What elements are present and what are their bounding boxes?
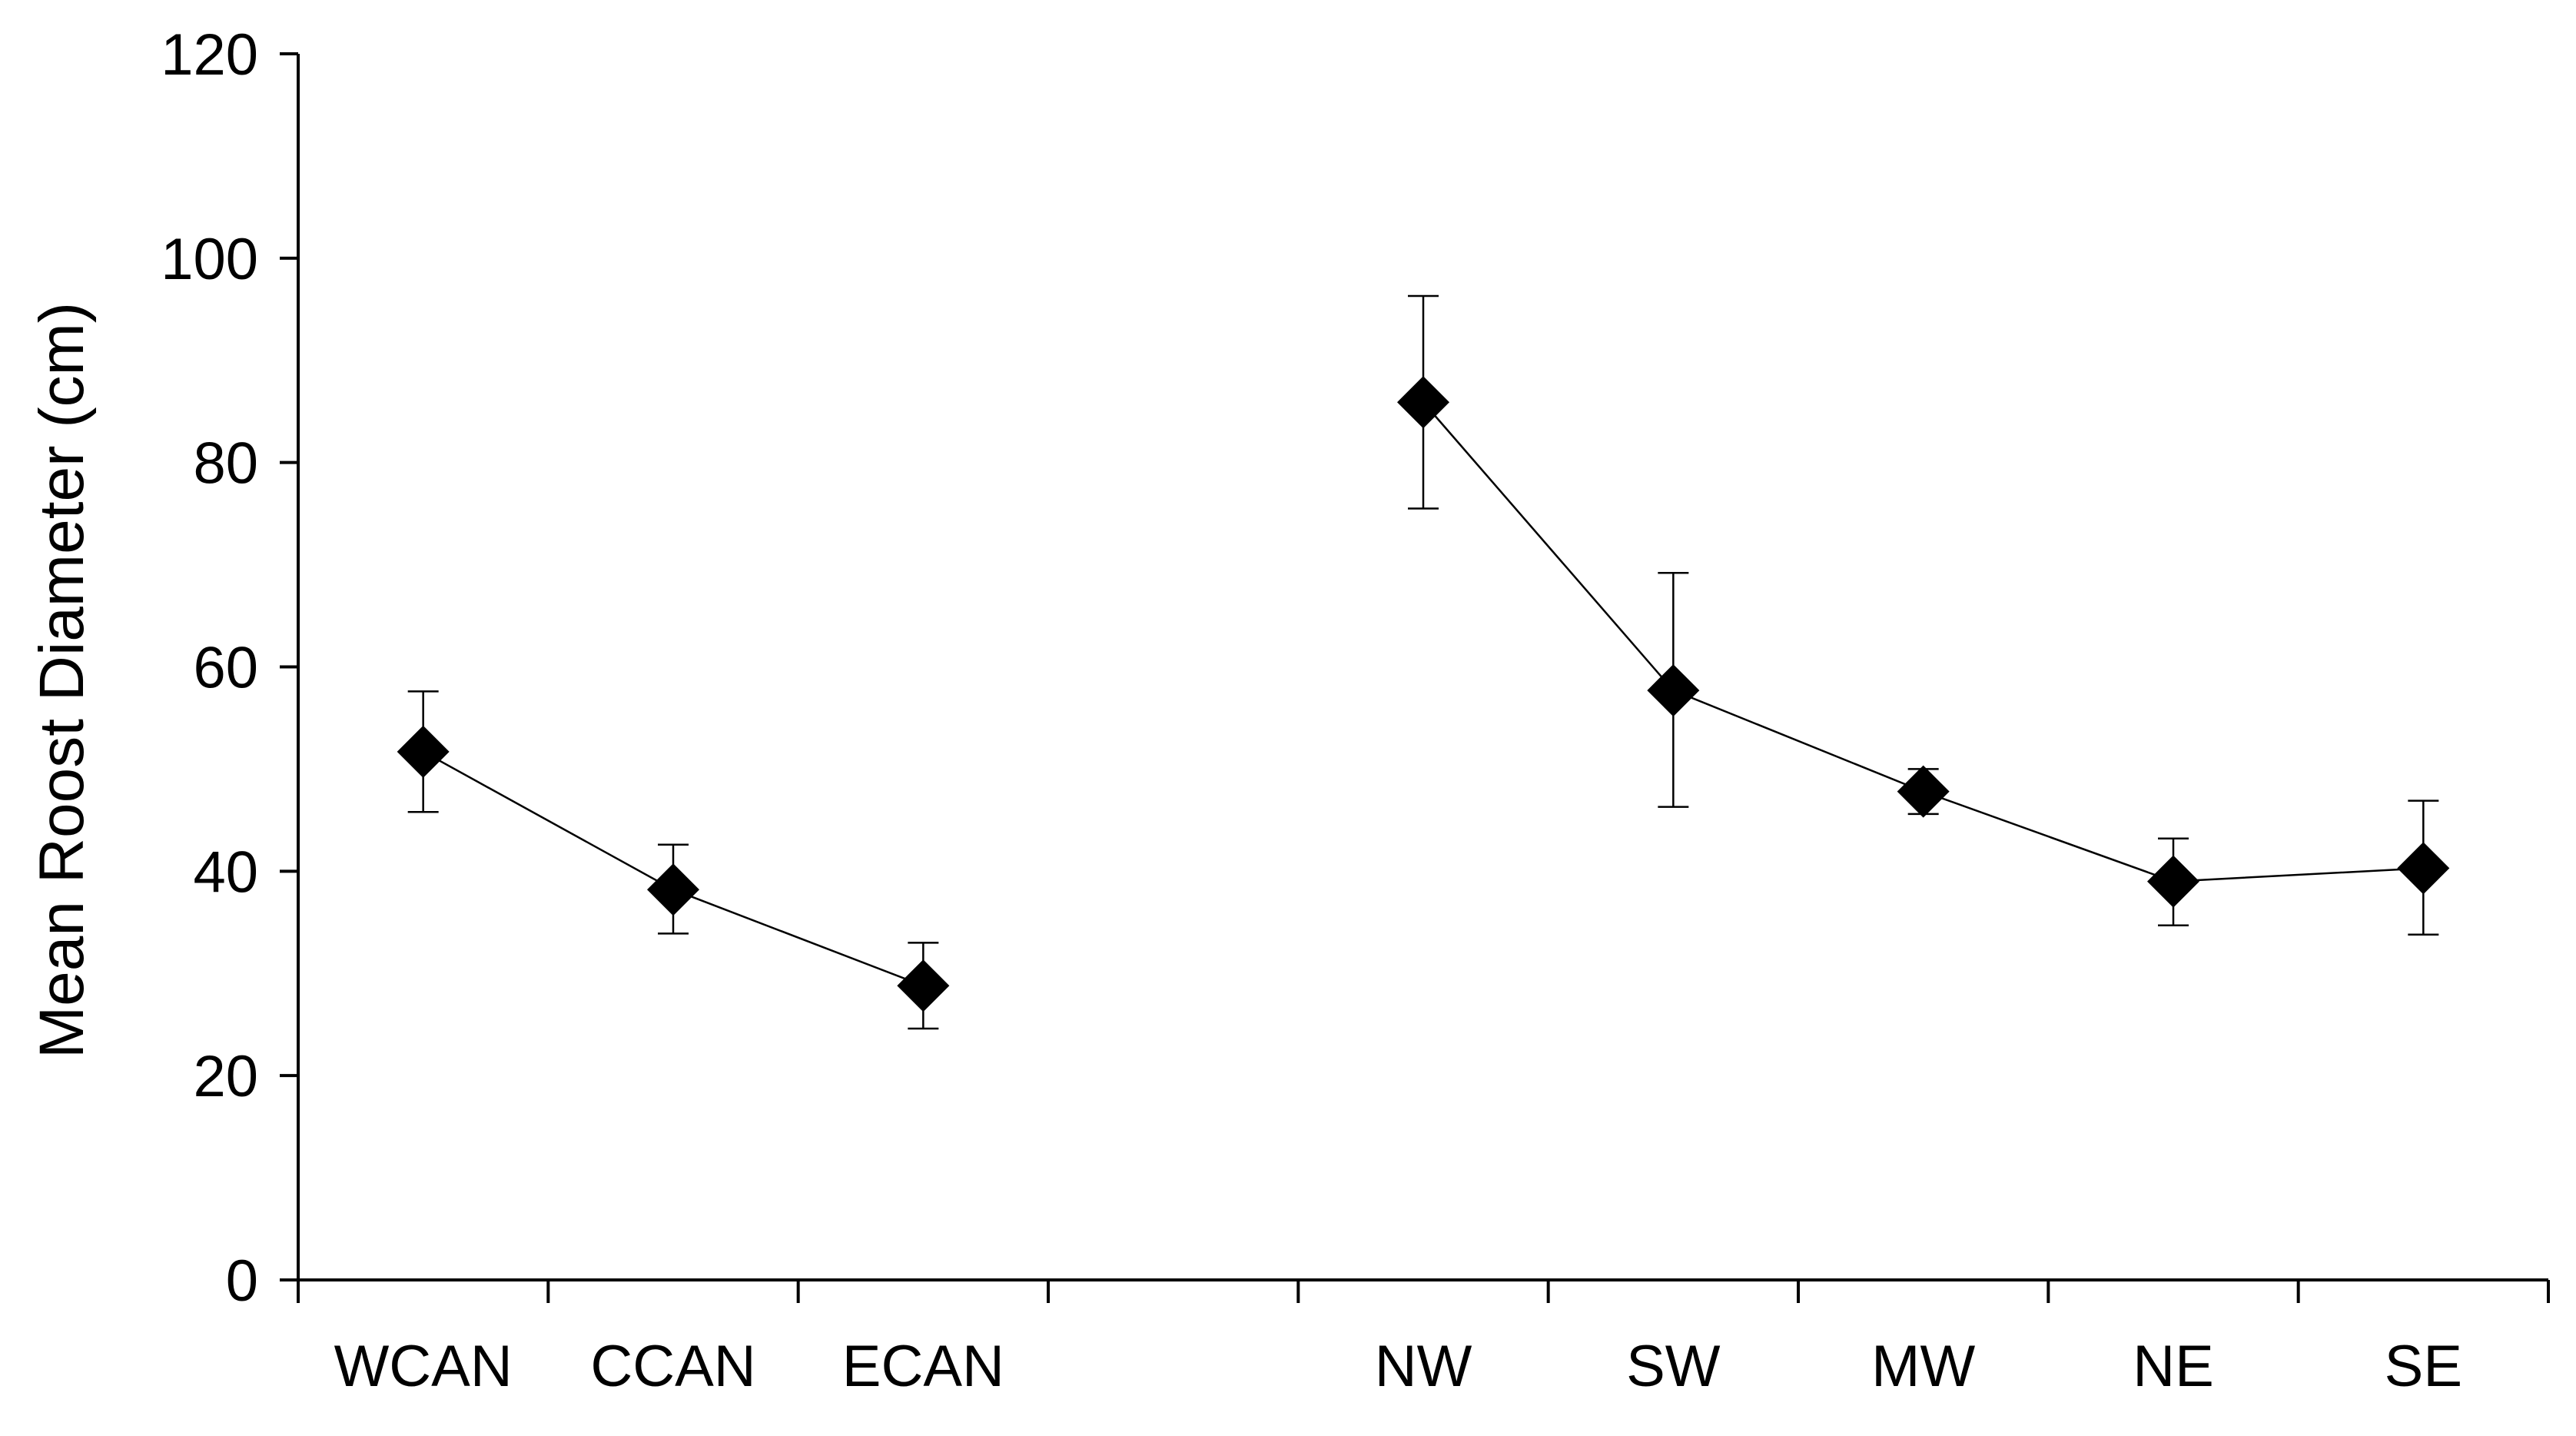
y-axis-label: Mean Roost Diameter (cm) (27, 302, 97, 1059)
y-tick-label: 60 (193, 636, 258, 701)
y-tick-label: 40 (193, 839, 258, 905)
x-tick-label: CCAN (590, 1334, 755, 1399)
x-tick-label: NW (1375, 1334, 1472, 1399)
x-tick-label: SE (2385, 1334, 2462, 1399)
x-tick-label: ECAN (842, 1334, 1004, 1399)
data-point-nw (1397, 376, 1449, 429)
data-point-sw (1647, 664, 1700, 717)
data-point-ccan (647, 863, 699, 916)
y-tick-label: 80 (193, 431, 258, 497)
y-tick-label: 120 (161, 22, 258, 88)
data-series (397, 294, 2450, 1030)
x-axis: WCAN CCAN ECAN NW SW MW NE SE (297, 1278, 2550, 1399)
y-tick-label: 20 (193, 1044, 258, 1109)
y-tick-label: 100 (161, 227, 258, 292)
x-tick-label: WCAN (334, 1334, 513, 1399)
data-point-wcan (397, 725, 450, 778)
data-point-mw (1897, 765, 1950, 818)
x-tick-label: MW (1871, 1334, 1975, 1399)
data-point-ne (2147, 855, 2199, 908)
x-tick-label: NE (2133, 1334, 2214, 1399)
y-tick-label: 0 (226, 1248, 258, 1314)
data-point-se (2397, 842, 2450, 895)
y-axis: 0 20 40 60 80 100 120 (161, 22, 300, 1314)
data-point-ecan (897, 959, 950, 1012)
x-tick-label: SW (1626, 1334, 1721, 1399)
